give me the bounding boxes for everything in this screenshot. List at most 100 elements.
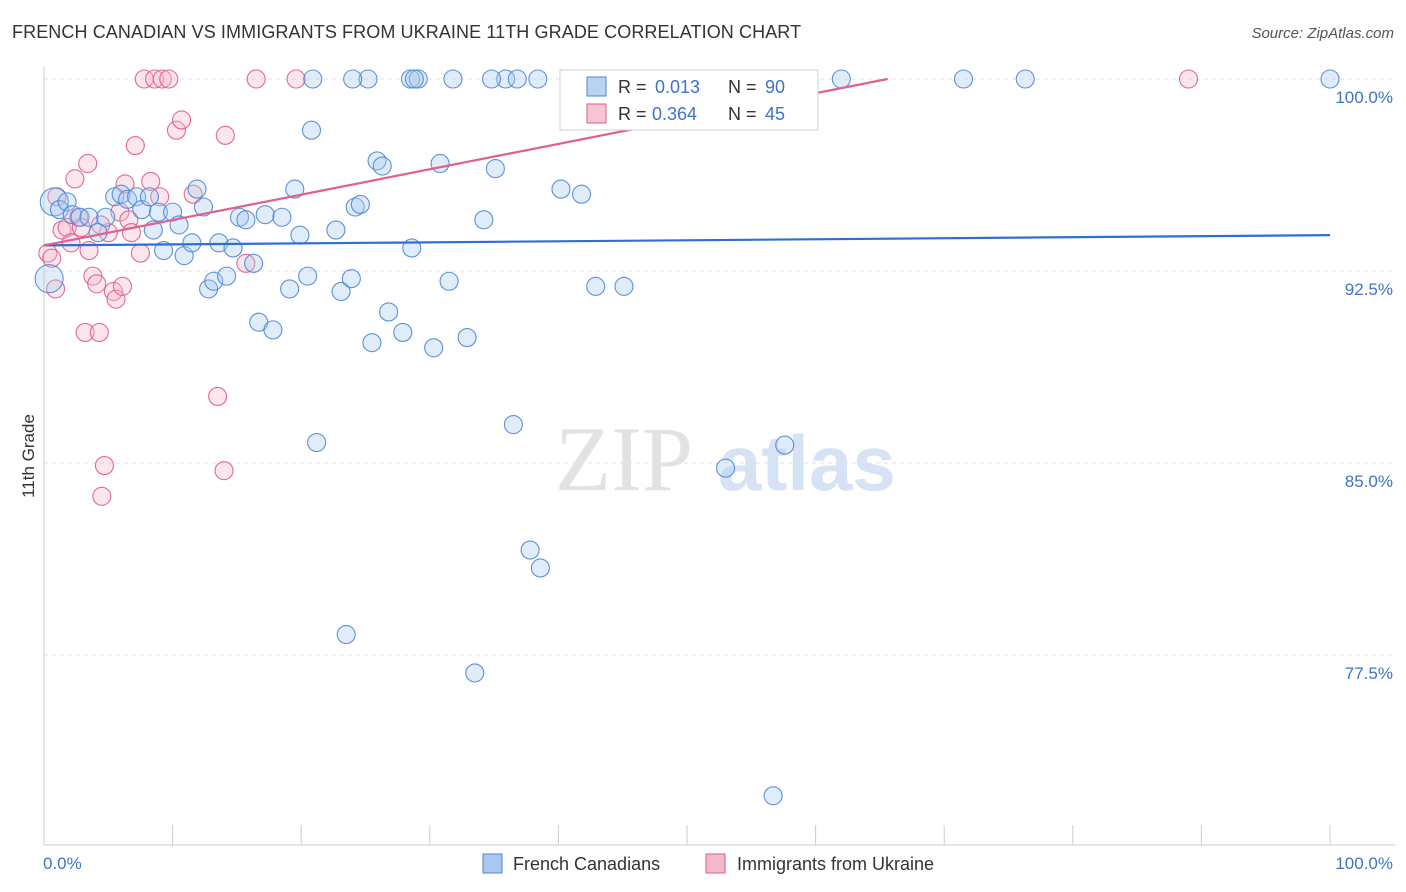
fc-point-82 — [303, 69, 323, 89]
fc-point-49 — [367, 151, 387, 171]
legend-r-label-blue: R = — [618, 77, 652, 97]
ukr-point-36 — [183, 184, 203, 204]
x-tick-label-max: 100.0% — [1335, 854, 1393, 873]
ukr-point-14 — [87, 274, 107, 294]
fc-point-17 — [154, 240, 174, 261]
ukr-point-6 — [61, 233, 81, 253]
fc-point-56 — [439, 271, 459, 291]
fc-point-38 — [290, 225, 310, 245]
legend-n-label-pink: N = — [728, 104, 762, 124]
axes — [43, 67, 1395, 846]
bottom-legend-swatch-blue — [482, 853, 503, 874]
fc-point-59 — [465, 663, 485, 683]
ukr-point-7 — [65, 169, 85, 189]
watermark-zip: ZIP — [555, 408, 693, 510]
fc-point-89 — [343, 69, 363, 89]
fc-point-50 — [372, 156, 392, 176]
fc-point-25 — [204, 271, 224, 291]
ukr-point-30 — [145, 69, 165, 89]
fc-point-57 — [443, 69, 463, 89]
fc-point-60 — [474, 210, 494, 230]
fc-point-14 — [139, 187, 160, 207]
fc-point-4 — [62, 205, 82, 225]
fc-point-23 — [193, 197, 214, 217]
legend-n-value-blue: 90 — [765, 77, 785, 97]
ukr-point-43 — [1178, 69, 1199, 89]
fc-point-45 — [341, 269, 361, 289]
ukr-point-22 — [112, 276, 132, 296]
ukr-point-40 — [236, 253, 256, 273]
fc-point-65 — [530, 558, 550, 578]
legend-r-value-blue: 0.013 — [655, 77, 700, 97]
ukr-point-29 — [141, 171, 161, 191]
fc-point-30 — [236, 210, 256, 230]
ukr-point-11 — [78, 153, 98, 174]
fc-point-27 — [217, 266, 237, 286]
fc-point-79 — [358, 69, 378, 89]
grid-lines — [44, 78, 1395, 656]
legend-n-label-blue: N = — [728, 77, 762, 97]
fc-point-10 — [111, 184, 131, 204]
x-tick-label-min: 0.0% — [43, 854, 82, 873]
stats-legend: R = 0.013 N = 90 R = 0.364 N = 45 — [559, 69, 819, 131]
y-tick-label-0: 100.0% — [1335, 88, 1393, 107]
legend-n-value-pink: 45 — [765, 104, 785, 124]
ukr-point-10 — [75, 322, 95, 342]
fc-point-3 — [57, 192, 77, 212]
fc-point-62 — [496, 69, 516, 89]
bottom-legend-label-blue: French Canadians — [513, 854, 660, 874]
ukr-point-34 — [166, 120, 187, 140]
ukr-point-26 — [125, 136, 145, 156]
y-tick-label-2: 85.0% — [1345, 472, 1393, 491]
fc-point-85 — [507, 69, 527, 89]
y-axis-label: 11th Grade — [19, 414, 38, 498]
ukr-point-16 — [92, 486, 112, 506]
ukr-point-32 — [152, 69, 172, 89]
ukr-point-17 — [94, 456, 114, 476]
series-french-canadian-points — [34, 69, 1340, 806]
fc-point-55 — [430, 153, 450, 174]
fc-point-6 — [79, 207, 99, 227]
y-tick-labels: 100.0% 92.5% 85.0% 77.5% — [1335, 88, 1393, 683]
fc-point-72 — [716, 458, 736, 478]
fc-point-41 — [307, 432, 327, 453]
chart-title: FRENCH CANADIAN VS IMMIGRANTS FROM UKRAI… — [12, 22, 802, 42]
fc-point-69 — [614, 276, 634, 296]
ukr-point-42 — [286, 69, 306, 89]
ukr-point-33 — [159, 69, 179, 89]
fc-point-37 — [285, 179, 305, 199]
fc-point-83 — [528, 69, 548, 89]
fc-point-76 — [953, 69, 974, 89]
series-legend: French Canadians Immigrants from Ukraine — [482, 853, 934, 874]
fc-point-63 — [503, 415, 523, 435]
fc-point-73 — [763, 786, 783, 806]
fc-point-61 — [485, 159, 505, 179]
series-ukraine-points — [38, 69, 1199, 506]
legend-r-label-pink: R = — [618, 104, 652, 124]
bottom-legend-swatch-pink — [705, 853, 726, 874]
ukr-point-27 — [130, 243, 150, 263]
fc-point-39 — [298, 266, 318, 286]
fc-point-77 — [1015, 69, 1035, 89]
fc-point-68 — [586, 276, 606, 296]
fc-point-47 — [350, 194, 370, 214]
fc-point-67 — [571, 184, 592, 204]
y-tick-label-1: 92.5% — [1345, 280, 1393, 299]
ukr-point-37 — [208, 386, 228, 406]
fc-point-88 — [404, 69, 424, 89]
fc-point-42 — [326, 220, 346, 240]
ukr-point-38 — [214, 461, 234, 481]
fc-point-40 — [301, 120, 322, 140]
fc-point-74 — [775, 435, 795, 455]
y-tick-label-3: 77.5% — [1345, 664, 1393, 683]
fc-point-78 — [1320, 69, 1340, 89]
fc-point-0 — [34, 264, 64, 294]
fc-point-21 — [182, 233, 202, 253]
legend-r-value-pink: 0.364 — [652, 104, 697, 124]
ukr-point-2 — [46, 279, 66, 299]
source-label: Source: ZipAtlas.com — [1251, 25, 1394, 42]
bottom-legend-label-pink: Immigrants from Ukraine — [737, 854, 934, 874]
ukr-point-15 — [89, 322, 109, 342]
fc-point-54 — [424, 338, 444, 358]
fc-point-48 — [362, 333, 382, 353]
